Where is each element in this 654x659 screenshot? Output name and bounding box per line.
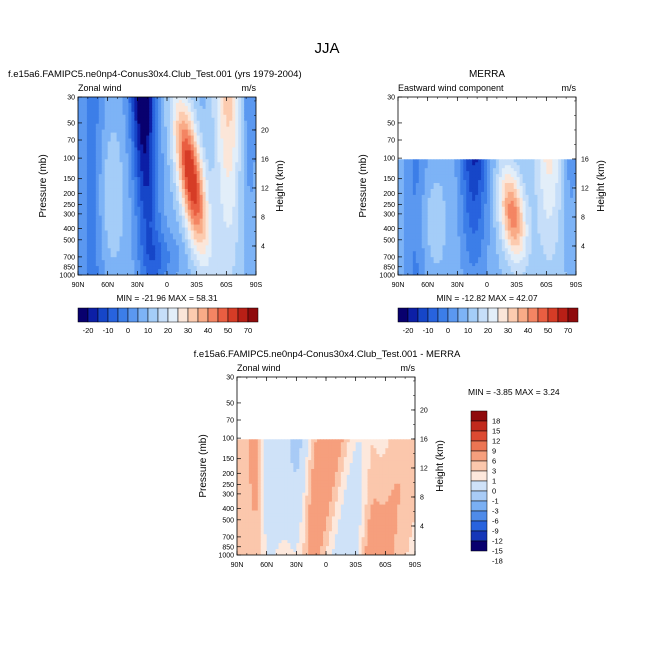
figure-title: JJA bbox=[314, 40, 339, 57]
panel-3-units: m/s bbox=[401, 363, 416, 373]
panel-3-subtitle-left: Zonal wind bbox=[237, 363, 281, 373]
panel-1-y-tick-label: 300 bbox=[63, 211, 75, 218]
panel-1-height-tick-label: 8 bbox=[261, 214, 265, 221]
panel-1-x-tick-label: 60S bbox=[220, 282, 233, 289]
panel-1-y-tick-label: 500 bbox=[63, 237, 75, 244]
panel-2-ylabel: Pressure (mb) bbox=[358, 154, 369, 217]
panel-1-y-tick-label: 70 bbox=[67, 138, 75, 145]
panel-1-y-tick-label: 200 bbox=[63, 191, 75, 198]
panel-1-subtitle-left: Zonal wind bbox=[78, 83, 122, 93]
panel-1-y-tick-label: 30 bbox=[67, 95, 75, 102]
panel-1-x-tick-label: 90S bbox=[250, 282, 263, 289]
panel-1-y-tick-label: 150 bbox=[63, 176, 75, 183]
panel-1-x-tick-label: 30S bbox=[190, 282, 203, 289]
panel-1-y-tick-label: 400 bbox=[63, 226, 75, 233]
panel-1-y-tick-label: 1000 bbox=[59, 273, 75, 280]
panel-1-height-tick-label: 12 bbox=[261, 185, 269, 192]
panel-1-height-tick-label: 4 bbox=[261, 243, 265, 250]
panel-1-y-tick-label: 50 bbox=[67, 120, 75, 127]
panel-3-ylabel-right: Height (km) bbox=[435, 440, 446, 492]
panel-2-subtitle-left: Eastward wind component bbox=[398, 83, 504, 93]
panel-2-units: m/s bbox=[562, 83, 577, 93]
panel-1-x-tick-label: 0 bbox=[165, 282, 169, 289]
panel-1-y-tick-label: 850 bbox=[63, 264, 75, 271]
panel-1-units: m/s bbox=[242, 83, 257, 93]
panel-2-title: MERRA bbox=[469, 69, 505, 80]
panel-3-ylabel: Pressure (mb) bbox=[198, 434, 209, 497]
panel-1-height-tick-label: 16 bbox=[261, 156, 269, 163]
panel-2-ylabel-right: Height (km) bbox=[596, 160, 607, 212]
panel-2-stats: MIN = -12.82 MAX = 42.07 bbox=[436, 293, 537, 303]
panel-1-field bbox=[78, 97, 257, 276]
panel-1-height-tick-label: 20 bbox=[261, 127, 269, 134]
panel-1-stats: MIN = -21.96 MAX = 58.31 bbox=[116, 293, 217, 303]
panel-1-y-tick-label: 250 bbox=[63, 202, 75, 209]
panel-1-y-tick-label: 700 bbox=[63, 254, 75, 261]
panel-1-x-tick-label: 60N bbox=[101, 282, 114, 289]
panel-1-x-tick-label: 90N bbox=[72, 282, 85, 289]
panel-3-stats: MIN = -3.85 MAX = 3.24 bbox=[468, 387, 560, 397]
panel-3-title: f.e15a6.FAMIPC5.ne0np4-Conus30x4.Club_Te… bbox=[194, 349, 461, 360]
panel-2-field bbox=[398, 159, 577, 275]
panel-1-x-tick-label: 30N bbox=[131, 282, 144, 289]
panel-1-ylabel: Pressure (mb) bbox=[38, 154, 49, 217]
panel-1-title: f.e15a6.FAMIPC5.ne0np4-Conus30x4.Club_Te… bbox=[8, 69, 302, 80]
panel-1-ylabel-right: Height (km) bbox=[275, 160, 286, 212]
panel-1-y-tick-label: 100 bbox=[63, 156, 75, 163]
